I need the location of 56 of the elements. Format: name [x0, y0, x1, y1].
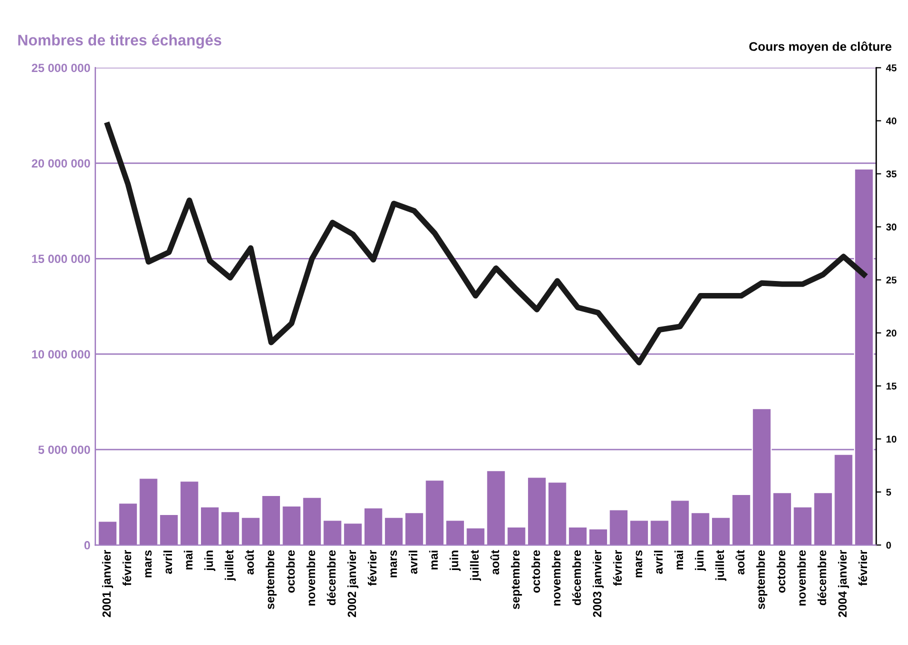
x-tick-label: juillet	[715, 550, 726, 581]
x-tick-label: février	[368, 550, 377, 586]
y2-tick-label: 0	[886, 542, 891, 549]
x-tick-label: décembre	[817, 550, 826, 606]
y2-tick-label: 20	[886, 330, 896, 337]
x-tick-label: 2003 janvier	[592, 550, 604, 618]
x-tick-label: avril	[408, 550, 418, 574]
x-tick-label: mars	[390, 550, 397, 578]
x-tick-label: juillet	[470, 550, 482, 581]
x-tick-label: octobre	[776, 550, 786, 593]
x-tick-label: 2004 janvier	[838, 550, 850, 618]
x-tick-label: juin	[450, 550, 461, 572]
x-tick-label: mars	[636, 550, 642, 578]
x-tick-label: mai	[429, 550, 438, 570]
y-tick-label: 10 000 000	[32, 350, 90, 358]
y-tick-label: 25 000 000	[32, 64, 90, 72]
x-tick-label: décembre	[572, 550, 581, 606]
y2-tick-label: 45	[886, 64, 896, 72]
x-tick-label: février	[122, 550, 132, 586]
x-tick-label: 2002 janvier	[347, 550, 358, 618]
x-tick-label: août	[490, 550, 500, 574]
y-tick-label: 5 000 000	[38, 446, 90, 454]
x-tick-label: 2001 janvier	[102, 550, 114, 618]
y-tick-label: 20 000 000	[32, 159, 90, 168]
y-tick-label: 0	[84, 541, 90, 550]
y2-tick-label: 25	[886, 276, 896, 284]
y-tick-label: 15 000 000	[32, 254, 90, 264]
y2-tick-label: 35	[886, 170, 896, 178]
x-tick-label: février	[858, 550, 868, 586]
y-axis-title: Nombres de titres échangés	[18, 34, 222, 49]
x-tick-label: octobre	[286, 550, 295, 593]
x-tick-label: novembre	[306, 550, 316, 606]
y2-tick-label: 15	[886, 382, 896, 390]
x-tick-label: septembre	[756, 550, 768, 610]
x-tick-label: juillet	[224, 550, 236, 581]
x-tick-label: avril	[654, 550, 663, 574]
x-tick-label: mai	[184, 550, 193, 570]
y2-tick-label: 30	[886, 224, 896, 230]
y2-tick-label: 10	[886, 436, 896, 443]
x-tick-label: novembre	[797, 550, 806, 606]
x-tick-label: novembre	[552, 550, 560, 606]
y2-tick-label: 40	[886, 117, 896, 124]
x-tick-label: juin	[694, 550, 706, 572]
x-tick-label: avril	[163, 550, 172, 574]
x-tick-label: mars	[145, 550, 152, 578]
x-tick-label: septembre	[510, 550, 522, 610]
x-tick-label: août	[244, 550, 254, 574]
x-tick-label: février	[613, 550, 622, 586]
y2-axis-title: Cours moyen de clôture	[749, 41, 892, 54]
x-tick-label: août	[736, 550, 744, 574]
x-tick-label: juin	[204, 550, 216, 572]
x-tick-label: décembre	[326, 550, 336, 606]
x-tick-label: mai	[674, 550, 684, 570]
x-tick-label: octobre	[531, 550, 540, 593]
x-tick-label: septembre	[266, 550, 277, 610]
y2-tick-label: 5	[886, 488, 892, 496]
